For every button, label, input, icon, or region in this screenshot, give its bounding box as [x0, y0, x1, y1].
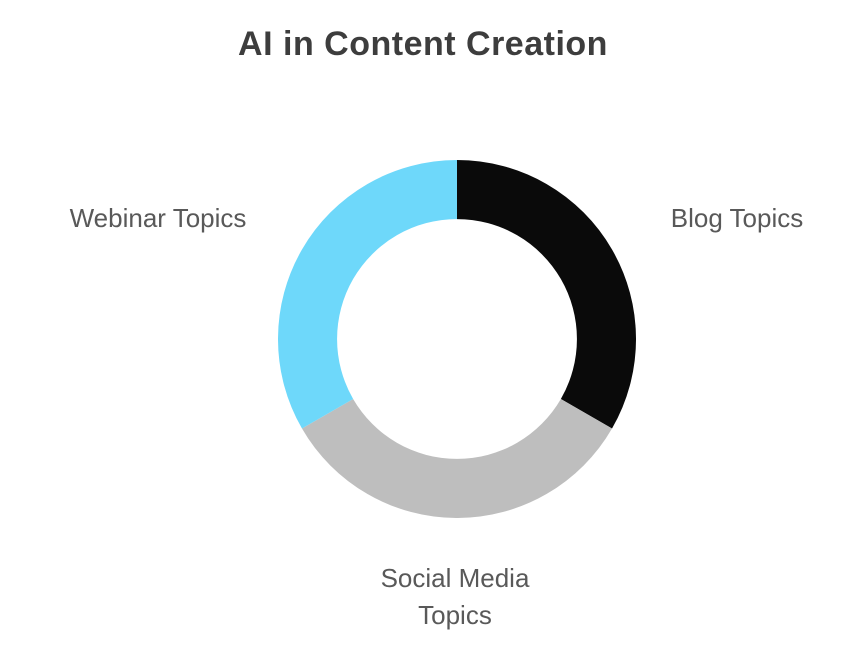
donut-chart [278, 160, 636, 518]
segment-label-social-media-topics: Social Media Topics [380, 563, 530, 630]
segment-label-webinar-topics: Webinar Topics [69, 203, 247, 233]
donut-segment-webinar-topics [278, 160, 457, 429]
donut-chart-svg [278, 160, 636, 518]
donut-segment-social-media-topics [301, 398, 613, 518]
segment-label-blog-topics: Blog Topics [670, 203, 804, 233]
donut-segment-blog-topics [457, 160, 636, 429]
chart-title: AI in Content Creation [238, 25, 608, 63]
